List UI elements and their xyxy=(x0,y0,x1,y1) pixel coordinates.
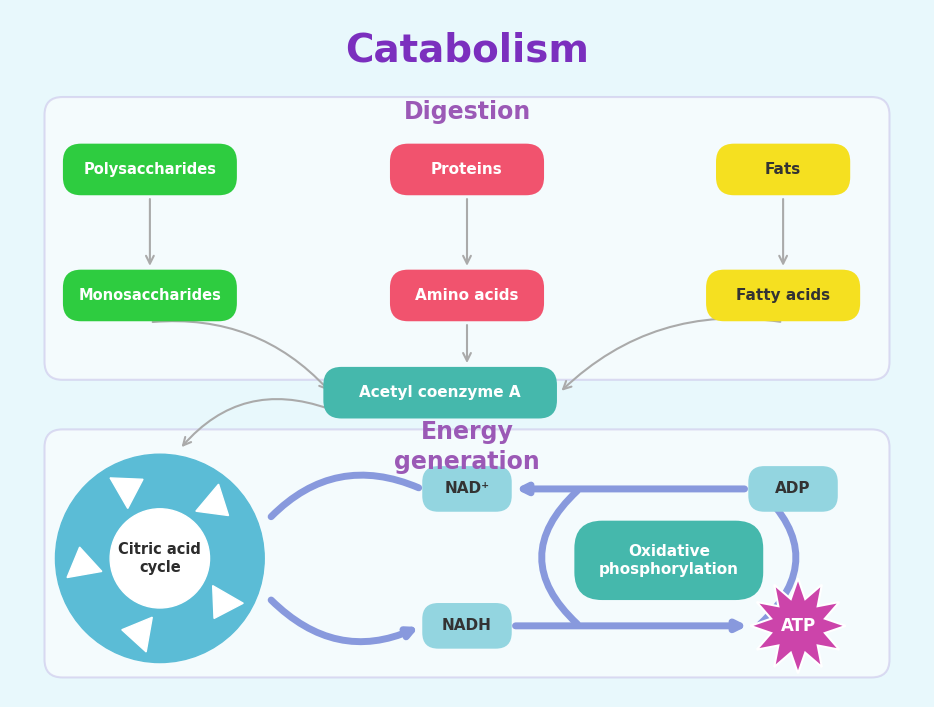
Text: Polysaccharides: Polysaccharides xyxy=(83,162,217,177)
Text: Digestion: Digestion xyxy=(403,100,531,124)
Polygon shape xyxy=(121,617,152,652)
Text: Monosaccharides: Monosaccharides xyxy=(78,288,221,303)
Text: Oxidative
phosphorylation: Oxidative phosphorylation xyxy=(599,544,739,577)
Polygon shape xyxy=(196,484,229,515)
Text: NAD⁺: NAD⁺ xyxy=(445,481,489,496)
Text: Proteins: Proteins xyxy=(432,162,502,177)
FancyBboxPatch shape xyxy=(574,520,763,600)
Polygon shape xyxy=(67,547,102,578)
Text: ADP: ADP xyxy=(775,481,811,496)
Circle shape xyxy=(110,509,209,608)
FancyBboxPatch shape xyxy=(390,269,544,321)
Text: Fatty acids: Fatty acids xyxy=(736,288,830,303)
FancyBboxPatch shape xyxy=(45,97,889,380)
Text: Citric acid
cycle: Citric acid cycle xyxy=(119,542,201,575)
Text: Amino acids: Amino acids xyxy=(416,288,518,303)
Polygon shape xyxy=(110,478,143,508)
FancyBboxPatch shape xyxy=(422,603,512,648)
Text: NADH: NADH xyxy=(442,619,492,633)
Polygon shape xyxy=(750,578,845,674)
Text: Acetyl coenzyme A: Acetyl coenzyme A xyxy=(360,385,521,400)
FancyBboxPatch shape xyxy=(422,466,512,512)
FancyBboxPatch shape xyxy=(63,144,237,195)
Text: ATP: ATP xyxy=(781,617,815,635)
Circle shape xyxy=(55,454,264,662)
Text: Fats: Fats xyxy=(765,162,801,177)
FancyBboxPatch shape xyxy=(748,466,838,512)
Polygon shape xyxy=(213,585,243,619)
FancyBboxPatch shape xyxy=(706,269,860,321)
FancyBboxPatch shape xyxy=(716,144,850,195)
FancyBboxPatch shape xyxy=(45,429,889,677)
Text: Energy
generation: Energy generation xyxy=(394,421,540,474)
FancyBboxPatch shape xyxy=(323,367,557,419)
Text: Catabolism: Catabolism xyxy=(345,31,589,69)
FancyBboxPatch shape xyxy=(390,144,544,195)
FancyBboxPatch shape xyxy=(63,269,237,321)
